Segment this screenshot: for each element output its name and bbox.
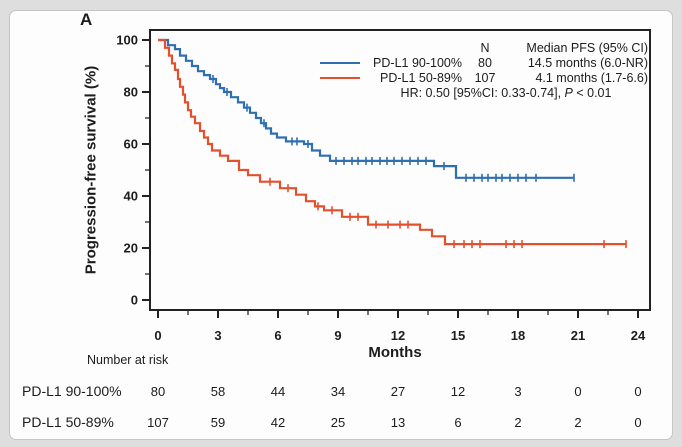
risk-count: 42 (271, 415, 285, 430)
risk-count: 80 (151, 384, 165, 399)
x-tick-label: 6 (274, 328, 281, 343)
legend-series-name: PD-L1 50-89% (380, 71, 462, 85)
risk-count: 2 (574, 415, 581, 430)
km-curve-50-89 (158, 38, 626, 246)
legend-line-sample-red (320, 77, 360, 79)
legend-series-median: 14.5 months (6.0-NR) (527, 56, 648, 70)
legend-row-90-100: PD-L1 90-100% 80 14.5 months (6.0-NR) (318, 56, 648, 71)
risk-count: 44 (271, 384, 285, 399)
y-tick-label: 40 (124, 189, 138, 204)
risk-count: 59 (211, 415, 225, 430)
legend-row-50-89: PD-L1 50-89% 107 4.1 months (1.7-6.6) (318, 71, 648, 86)
hr-annotation: HR: 0.50 [95%CI: 0.33-0.74], P < 0.01 (318, 86, 648, 102)
risk-table-title: Number at risk (87, 353, 169, 367)
x-tick-label: 12 (391, 328, 405, 343)
x-tick-label: 24 (631, 328, 646, 343)
legend-spacer (318, 41, 462, 56)
y-tick-label: 100 (116, 33, 138, 48)
y-tick-label: 80 (124, 85, 138, 100)
km-curve-90-100 (158, 38, 574, 179)
hr-p-italic: P (564, 86, 573, 100)
risk-count: 6 (454, 415, 461, 430)
legend-series-n: 107 (474, 71, 496, 85)
risk-count: 13 (391, 415, 405, 430)
risk-count: 27 (391, 384, 405, 399)
x-axis-title: Months (368, 344, 422, 361)
risk-count: 25 (331, 415, 345, 430)
risk-row-label-90-100: PD-L1 90-100% (22, 383, 122, 399)
risk-count: 34 (331, 384, 345, 399)
legend-line-sample-blue (320, 62, 360, 64)
legend-series-name: PD-L1 90-100% (373, 56, 462, 70)
hr-p-value: < 0.01 (572, 86, 612, 100)
legend-header-row: N Median PFS (95% CI) (318, 41, 648, 56)
risk-count: 58 (211, 384, 225, 399)
y-axis-title: Progression-free survival (%) (82, 65, 100, 275)
legend-series-n: 80 (478, 56, 492, 70)
y-tick-label: 0 (131, 293, 138, 308)
risk-count: 0 (574, 384, 581, 399)
risk-count: 107 (147, 415, 169, 430)
x-tick-label: 9 (334, 328, 341, 343)
figure-card (9, 10, 673, 440)
risk-count: 12 (451, 384, 465, 399)
legend: N Median PFS (95% CI) PD-L1 90-100% 80 1… (318, 41, 648, 102)
y-tick-label: 60 (124, 137, 138, 152)
hr-text: HR: 0.50 [95%CI: 0.33-0.74], (400, 86, 565, 100)
x-tick-label: 3 (214, 328, 221, 343)
panel-label: A (80, 10, 93, 29)
legend-n-header: N (480, 41, 490, 55)
risk-count: 0 (634, 384, 641, 399)
risk-row-label-50-89: PD-L1 50-89% (22, 414, 114, 430)
x-tick-label: 18 (511, 328, 525, 343)
x-tick-label: 15 (451, 328, 465, 343)
legend-series-median: 4.1 months (1.7-6.6) (535, 71, 648, 85)
risk-count: 3 (514, 384, 521, 399)
y-tick-label: 20 (124, 241, 138, 256)
x-tick-label: 21 (571, 328, 585, 343)
risk-count: 0 (634, 415, 641, 430)
legend-median-header: Median PFS (95% CI) (526, 41, 648, 55)
risk-count: 2 (514, 415, 521, 430)
x-tick-label: 0 (154, 328, 161, 343)
